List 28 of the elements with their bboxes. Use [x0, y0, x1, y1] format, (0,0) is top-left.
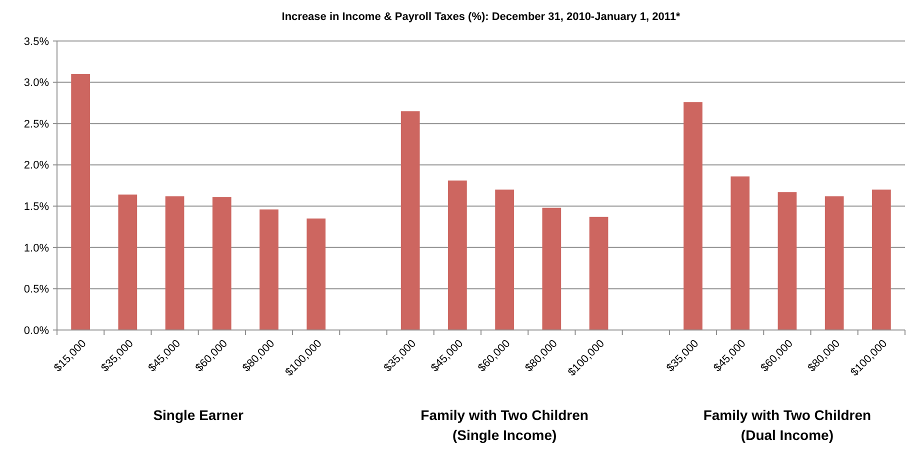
bar: [495, 190, 514, 330]
y-tick-label: 3.5%: [24, 36, 50, 48]
bar: [730, 176, 750, 330]
bar: [448, 180, 467, 330]
y-tick-label: 3.0%: [24, 77, 50, 90]
bar: [589, 216, 608, 330]
y-tick-label: 2.0%: [24, 160, 50, 172]
bar: [165, 196, 184, 330]
bar: [400, 111, 420, 330]
text: Single Earner: [153, 407, 244, 423]
bar: [260, 209, 278, 330]
y-tick-label: 1.0%: [24, 242, 50, 254]
bar: [212, 197, 232, 330]
bar: [872, 190, 891, 330]
bar: [542, 208, 562, 330]
text: Family with Two Children (Dual Income): [703, 407, 872, 443]
bar: [71, 74, 90, 330]
y-tick-label: 0.5%: [24, 284, 50, 296]
bar: [118, 194, 138, 330]
bar: [778, 192, 797, 330]
y-tick-label: 2.5%: [24, 118, 50, 130]
y-tick-label: 0.0%: [24, 324, 50, 337]
bar: [824, 196, 844, 330]
bar: [306, 218, 326, 330]
y-tick-label: 1.5%: [24, 200, 50, 213]
chart-title: Increase in Income & Payroll Taxes (%): December 31, 2010-January 1, 2011*: [282, 11, 681, 23]
text: Family with Two Children (Single Income): [420, 407, 588, 443]
bar: [684, 102, 702, 330]
